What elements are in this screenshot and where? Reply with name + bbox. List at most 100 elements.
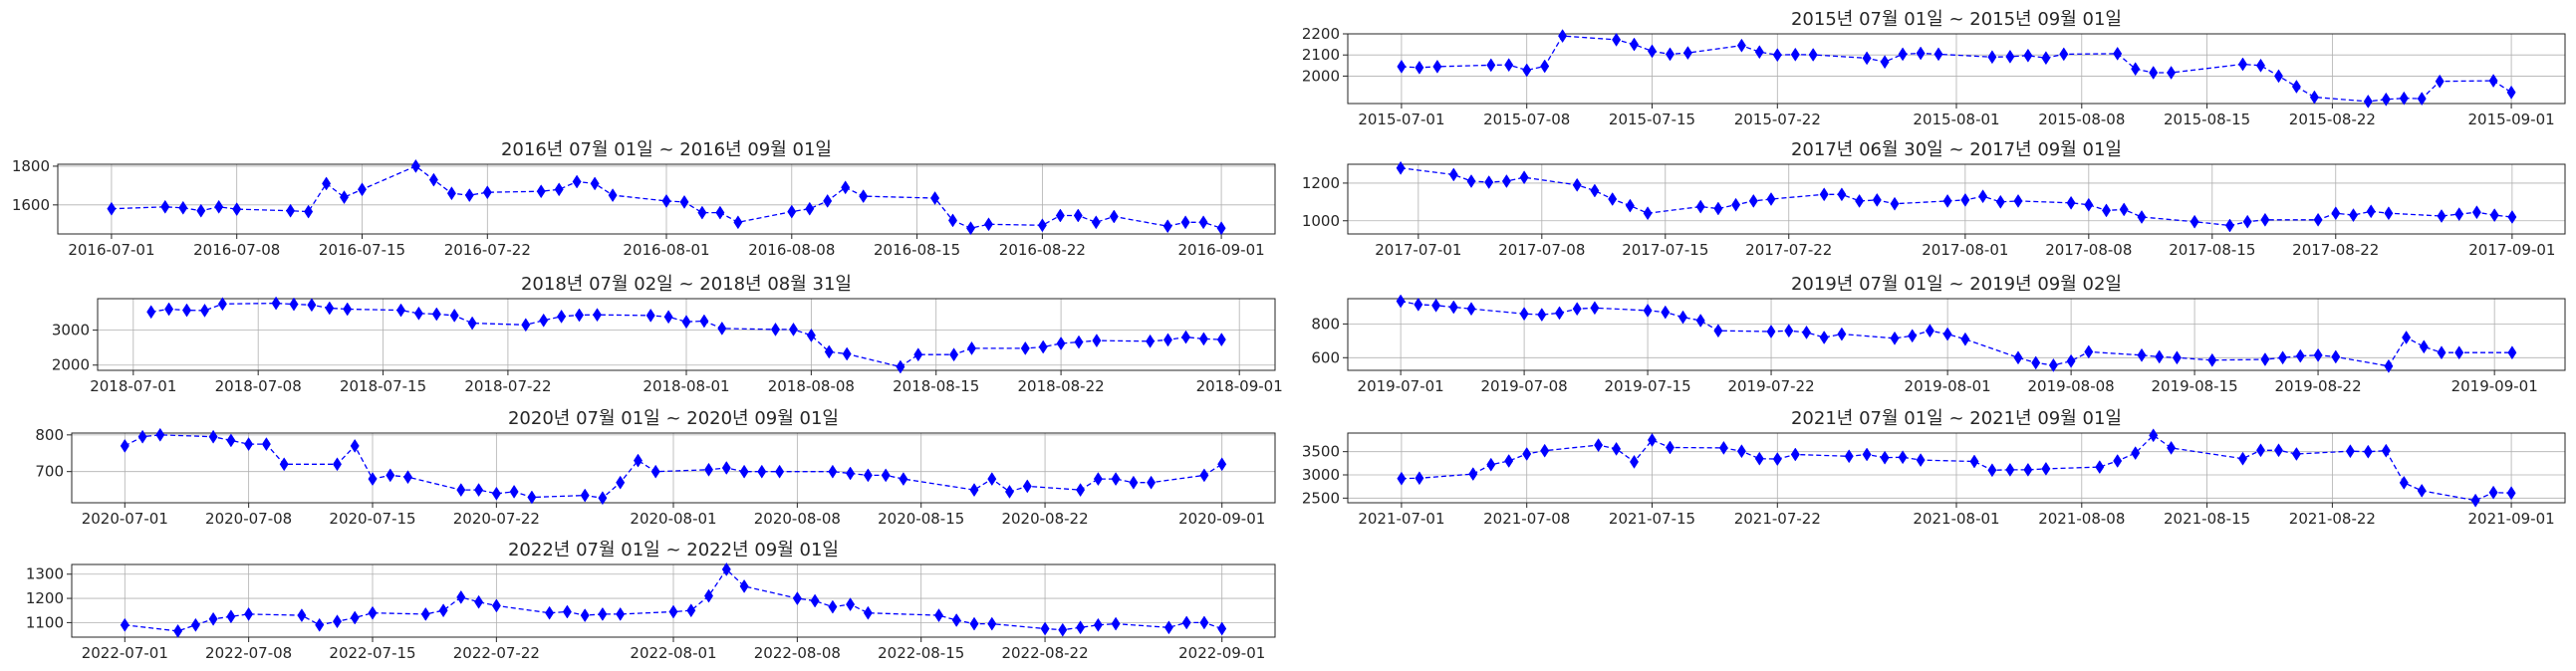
data-point-marker — [1916, 46, 1926, 61]
data-point-marker — [1790, 447, 1800, 462]
data-point-marker — [828, 599, 838, 614]
data-point-marker — [1766, 325, 1776, 338]
data-point-marker — [1890, 331, 1900, 345]
data-point-marker — [1766, 192, 1776, 206]
data-point-marker — [438, 603, 448, 618]
data-point-marker — [697, 205, 707, 220]
data-point-marker — [1942, 193, 1952, 208]
data-point-marker — [1022, 479, 1032, 494]
data-point-marker — [1960, 332, 1970, 346]
data-point-marker — [217, 297, 227, 312]
x-tick-label: 2019-08-15 — [2151, 377, 2237, 395]
x-tick-label: 2017-07-15 — [1622, 241, 1708, 259]
x-tick-label: 2022-07-08 — [205, 644, 292, 662]
data-point-marker — [715, 205, 725, 220]
chart-panel-1: 2015-07-01 2015-07-08 2015-07-15 2015-07-22… — [1302, 9, 2566, 128]
data-point-marker — [340, 190, 349, 205]
chart-panel-3: 2017-07-01 2017-07-08 2017-07-15 2017-07-22… — [1302, 139, 2566, 259]
data-point-marker — [2470, 493, 2480, 508]
data-point-marker — [2381, 443, 2391, 458]
data-point-marker — [951, 613, 961, 627]
data-point-marker — [557, 309, 567, 324]
data-point-marker — [208, 611, 218, 626]
data-point-marker — [824, 344, 834, 359]
data-point-marker — [2005, 462, 2015, 477]
data-point-marker — [1648, 433, 1657, 447]
data-point-marker — [1486, 457, 1496, 472]
data-point-marker — [1880, 55, 1890, 70]
data-point-marker — [987, 616, 997, 631]
data-point-marker — [721, 461, 731, 475]
data-point-marker — [792, 591, 802, 606]
data-point-marker — [806, 328, 816, 342]
data-point-marker — [2238, 451, 2247, 466]
data-point-marker — [2059, 47, 2069, 62]
data-point-marker — [527, 490, 537, 505]
data-point-marker — [1093, 472, 1103, 487]
data-point-marker — [1648, 44, 1657, 59]
data-point-marker — [1198, 332, 1208, 346]
data-point-marker — [1898, 450, 1908, 465]
x-tick-label: 2019-07-01 — [1358, 377, 1444, 395]
data-point-marker — [226, 609, 236, 624]
data-point-marker — [1855, 193, 1865, 208]
x-tick-label: 2015-09-01 — [2467, 111, 2554, 128]
x-tick-label: 2016-08-01 — [623, 241, 709, 259]
data-point-marker — [2066, 353, 2076, 368]
data-point-marker — [1802, 325, 1811, 339]
x-tick-label: 2021-08-22 — [2289, 510, 2376, 528]
data-point-marker — [2417, 92, 2427, 107]
data-point-marker — [107, 201, 117, 216]
data-point-marker — [679, 194, 689, 209]
data-point-marker — [343, 302, 353, 317]
data-point-marker — [1396, 160, 1406, 175]
x-tick-label: 2020-07-01 — [82, 510, 168, 528]
series-line — [1401, 167, 2512, 227]
x-tick-label: 2021-07-08 — [1483, 510, 1570, 528]
data-point-marker — [1987, 50, 1997, 65]
data-point-marker — [575, 308, 584, 323]
chart-title: 2021년 07월 01일 ~ 2021년 09월 01일 — [1791, 408, 2122, 429]
data-point-marker — [244, 437, 254, 452]
data-point-marker — [984, 217, 993, 232]
data-point-marker — [969, 616, 979, 631]
data-point-marker — [1713, 324, 1723, 338]
data-point-marker — [1784, 324, 1794, 338]
data-point-marker — [1058, 622, 1068, 637]
data-point-marker — [474, 594, 484, 609]
data-point-marker — [1790, 47, 1800, 62]
data-point-marker — [1147, 475, 1157, 490]
data-point-marker — [2137, 347, 2147, 362]
data-point-marker — [1432, 59, 1442, 74]
data-point-marker — [1630, 37, 1639, 52]
data-point-marker — [2435, 74, 2445, 89]
data-point-marker — [1908, 329, 1918, 343]
data-point-marker — [608, 188, 618, 203]
chart-panel-2: 2016-07-01 2016-07-08 2016-07-15 2016-07-22… — [12, 139, 1276, 259]
x-tick-label: 2016-07-08 — [193, 241, 280, 259]
data-point-marker — [598, 491, 608, 506]
data-point-marker — [333, 614, 342, 629]
data-point-marker — [2345, 444, 2355, 459]
data-point-marker — [2402, 331, 2412, 344]
data-point-marker — [2384, 206, 2394, 221]
data-point-marker — [554, 182, 564, 197]
data-point-marker — [1038, 339, 1048, 354]
chart-panel-6: 2020-07-01 2020-07-08 2020-07-15 2020-07-22… — [35, 408, 1276, 528]
y-tick-label: 2000 — [1302, 67, 1340, 85]
data-point-marker — [1661, 305, 1671, 320]
y-tick-label: 3000 — [1302, 466, 1340, 484]
x-tick-label: 2017-08-22 — [2292, 241, 2379, 259]
chart-panel-4: 2018-07-01 2018-07-08 2018-07-15 2018-07-22… — [52, 274, 1283, 395]
data-point-marker — [208, 429, 218, 444]
data-point-marker — [297, 608, 307, 623]
chart-panel-8: 2022-07-01 2022-07-08 2022-07-15 2022-07-22… — [26, 540, 1276, 662]
data-point-marker — [2155, 349, 2165, 364]
x-tick-label: 2020-09-01 — [1178, 510, 1265, 528]
data-point-marker — [2331, 206, 2341, 221]
data-point-marker — [2207, 352, 2217, 367]
data-point-marker — [322, 176, 332, 191]
data-point-marker — [226, 433, 236, 448]
data-point-marker — [1414, 297, 1423, 312]
data-point-marker — [645, 308, 655, 323]
